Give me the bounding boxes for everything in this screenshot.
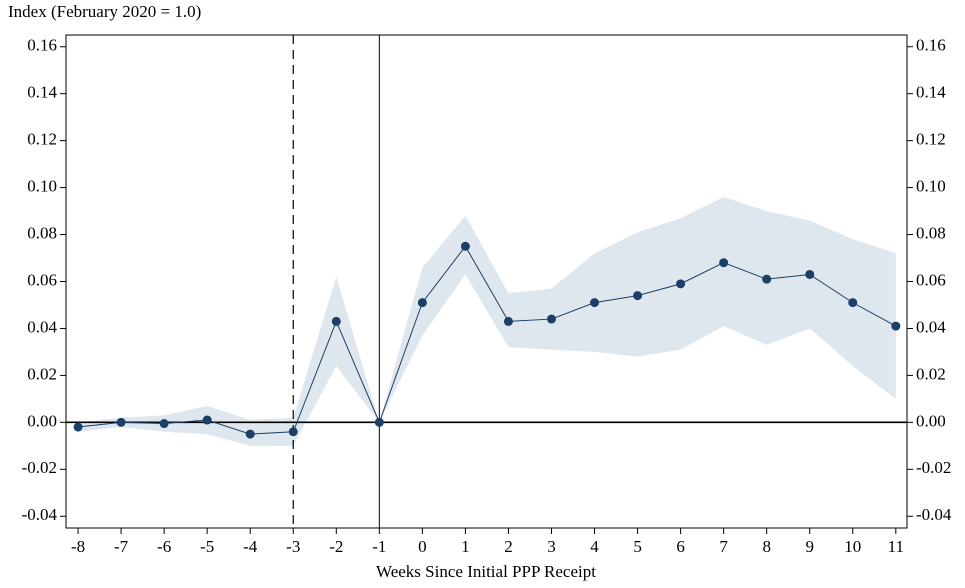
x-tick-label: -5 — [200, 537, 214, 556]
y2-tick-label: 0.04 — [916, 317, 946, 336]
x-axis-label: Weeks Since Initial PPP Receipt — [376, 562, 596, 581]
estimate-point — [503, 316, 513, 326]
x-tick-label: -1 — [372, 537, 386, 556]
y-tick-label: 0.12 — [27, 130, 57, 149]
y2-tick-label: 0.14 — [916, 83, 946, 102]
y2-tick-label: 0.10 — [916, 177, 946, 196]
y2-tick-label: 0.06 — [916, 270, 946, 289]
estimate-point — [719, 258, 729, 268]
y2-tick-label: 0.12 — [916, 130, 946, 149]
y-tick-label: 0.06 — [27, 270, 57, 289]
x-tick-label: -3 — [286, 537, 300, 556]
x-tick-label: 8 — [762, 537, 771, 556]
y2-tick-label: -0.04 — [916, 505, 952, 524]
estimate-point — [116, 417, 126, 427]
x-tick-label: 9 — [805, 537, 814, 556]
estimate-point — [590, 298, 600, 308]
x-tick-label: 10 — [844, 537, 861, 556]
y-tick-label: 0.00 — [27, 411, 57, 430]
y-tick-label: -0.04 — [22, 505, 58, 524]
x-tick-label: 0 — [418, 537, 427, 556]
x-tick-label: 11 — [888, 537, 904, 556]
estimate-point — [331, 316, 341, 326]
y2-tick-label: -0.02 — [916, 458, 951, 477]
x-tick-label: 5 — [633, 537, 642, 556]
y-tick-label: 0.08 — [27, 223, 57, 242]
x-tick-label: 1 — [461, 537, 470, 556]
x-tick-label: -6 — [157, 537, 171, 556]
y2-tick-label: 0.00 — [916, 411, 946, 430]
x-tick-label: -7 — [114, 537, 129, 556]
y-tick-label: 0.10 — [27, 177, 57, 196]
confidence-band — [78, 196, 896, 446]
estimate-point — [288, 427, 298, 437]
estimate-point — [245, 429, 255, 439]
x-tick-label: 3 — [547, 537, 556, 556]
estimate-point — [202, 415, 212, 425]
x-tick-label: -4 — [243, 537, 258, 556]
estimate-line — [77, 245, 897, 435]
estimate-point — [546, 314, 556, 324]
x-tick-label: 2 — [504, 537, 513, 556]
estimate-point — [73, 422, 83, 432]
estimate-point — [159, 419, 169, 429]
y2-tick-label: 0.02 — [916, 364, 946, 383]
y-tick-label: 0.04 — [27, 317, 57, 336]
estimate-point — [460, 241, 470, 251]
y2-tick-label: 0.16 — [916, 36, 946, 55]
estimate-point — [633, 291, 643, 301]
estimate-point — [805, 269, 815, 279]
y2-tick-label: 0.08 — [916, 223, 946, 242]
x-tick-label: 7 — [719, 537, 728, 556]
x-tick-label: -8 — [71, 537, 85, 556]
estimate-point — [374, 417, 384, 427]
x-tick-label: 6 — [676, 537, 685, 556]
estimate-point — [762, 274, 772, 284]
x-tick-label: -2 — [329, 537, 343, 556]
chart-title: Index (February 2020 = 1.0) — [8, 2, 201, 21]
estimate-point — [417, 298, 427, 308]
y-tick-label: 0.16 — [27, 36, 57, 55]
x-tick-label: 4 — [590, 537, 599, 556]
y-tick-label: 0.02 — [27, 364, 57, 383]
y-tick-label: 0.14 — [27, 83, 57, 102]
estimate-point — [891, 321, 901, 331]
estimate-point — [848, 298, 858, 308]
estimate-point — [676, 279, 686, 289]
y-tick-label: -0.02 — [22, 458, 57, 477]
